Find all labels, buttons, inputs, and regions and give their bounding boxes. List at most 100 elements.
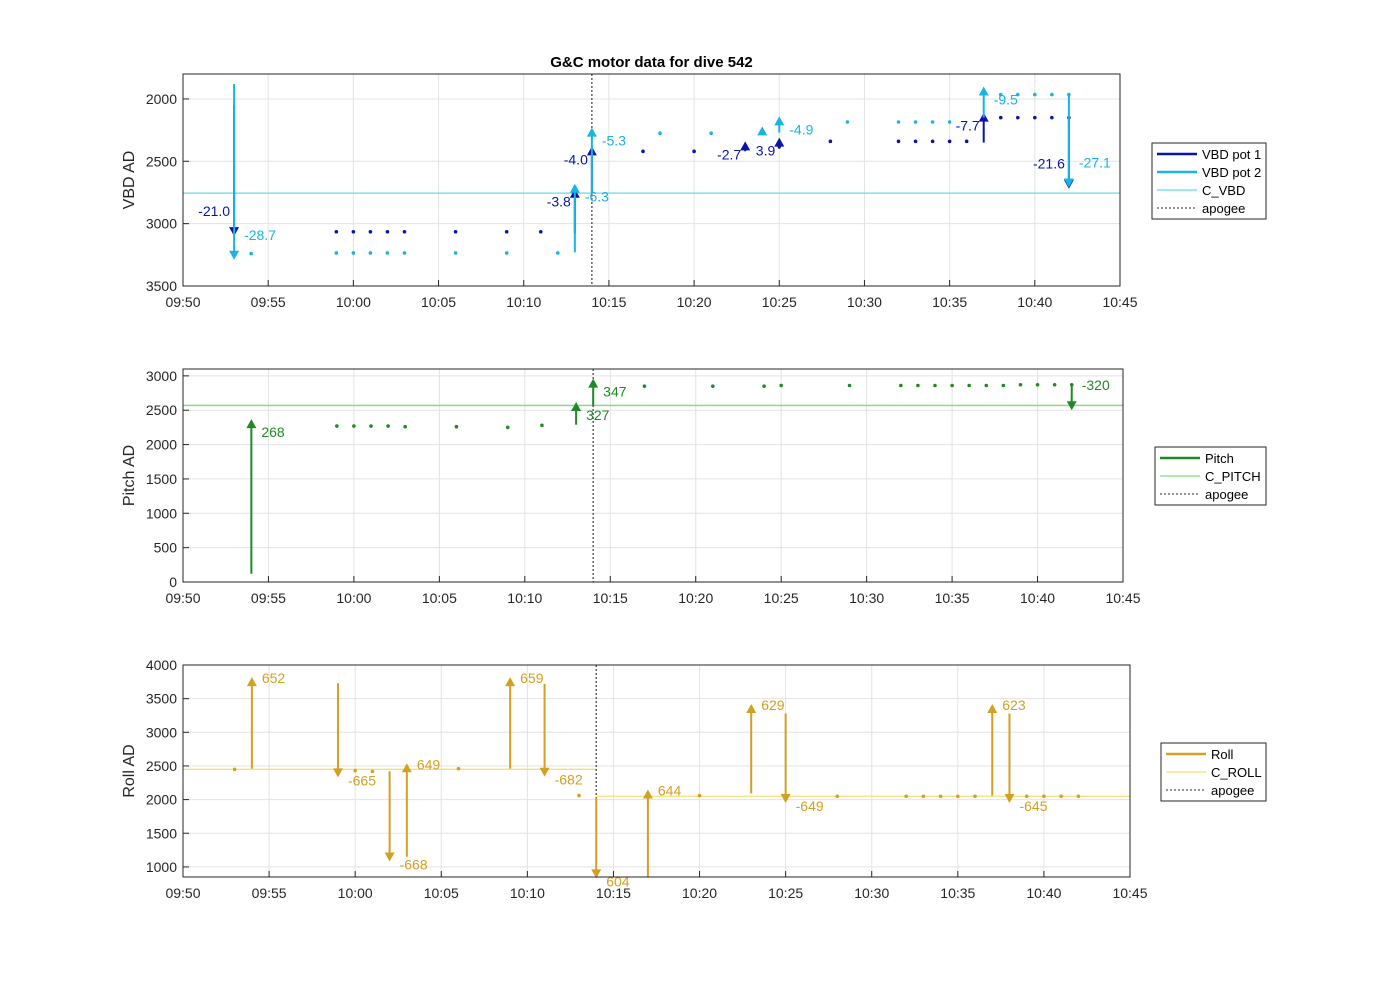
x-tick-label: 10:15 <box>593 590 628 606</box>
data-point <box>352 424 356 428</box>
data-point <box>334 251 339 255</box>
legend-label: apogee <box>1211 783 1254 798</box>
data-label: 3.9 <box>756 143 776 159</box>
x-tick-label: 10:00 <box>336 590 371 606</box>
legend-label: apogee <box>1202 201 1245 216</box>
chart-title: G&C motor data for dive 542 <box>550 54 753 71</box>
data-point <box>351 251 356 255</box>
x-tick-label: 10:05 <box>422 590 457 606</box>
data-point <box>1001 383 1006 388</box>
x-tick-label: 10:35 <box>940 885 975 901</box>
x-tick-label: 10:45 <box>1105 590 1140 606</box>
data-label: -682 <box>555 772 583 788</box>
axes-frame <box>182 368 1124 583</box>
y-tick-label: 2000 <box>146 91 177 107</box>
axes-frame <box>182 73 1121 287</box>
data-point <box>916 383 920 388</box>
data-label: -21.0 <box>198 203 230 219</box>
data-label: 649 <box>417 756 441 772</box>
x-tick-label: 10:45 <box>1102 294 1137 310</box>
data-point <box>692 149 696 154</box>
data-point <box>950 383 954 388</box>
data-point <box>335 424 339 428</box>
x-tick-label: 10:10 <box>506 294 541 310</box>
data-point <box>998 115 1003 120</box>
arrow-head <box>780 793 791 803</box>
arrow-head <box>505 677 516 687</box>
chart-panel-3: 652-665-668649659-682604644629-649623-64… <box>121 657 1267 901</box>
data-label: -320 <box>1082 377 1110 393</box>
data-label: 347 <box>603 384 627 400</box>
data-point <box>1059 794 1063 799</box>
y-tick-label: 1500 <box>146 825 177 841</box>
data-point <box>385 229 390 234</box>
y-tick-label: 2500 <box>146 758 177 774</box>
y-tick-label: 1500 <box>146 471 177 487</box>
data-point <box>913 120 918 124</box>
legend-box <box>1151 142 1267 220</box>
arrow-head <box>642 789 653 799</box>
data-point <box>402 251 407 255</box>
arrow-head <box>740 141 751 151</box>
legend-label: C_PITCH <box>1205 469 1261 484</box>
y-axis-label: Roll AD <box>121 744 138 797</box>
data-point <box>351 229 356 234</box>
data-point <box>1015 115 1020 120</box>
x-tick-label: 10:15 <box>591 294 626 310</box>
arrow-head <box>774 116 785 126</box>
data-point <box>453 229 458 234</box>
arrow-head <box>569 183 580 193</box>
data-point <box>232 767 237 772</box>
data-point <box>1024 794 1029 799</box>
y-tick-label: 2000 <box>146 792 177 808</box>
data-point <box>762 384 766 388</box>
data-point <box>709 131 713 136</box>
arrow-head <box>586 127 597 137</box>
data-point <box>947 139 952 144</box>
data-point <box>642 384 647 388</box>
x-tick-label: 10:20 <box>678 590 713 606</box>
axes-frame <box>182 664 1131 878</box>
data-point <box>779 383 783 388</box>
data-point <box>1052 383 1057 387</box>
data-point <box>845 120 850 124</box>
data-label: 268 <box>261 424 285 440</box>
data-point <box>370 769 375 774</box>
x-tick-label: 10:30 <box>849 590 884 606</box>
y-tick-label: 1000 <box>146 505 177 521</box>
data-point <box>454 424 459 429</box>
data-point <box>403 424 407 429</box>
plot-area <box>183 74 1120 286</box>
data-label: 629 <box>761 697 785 713</box>
data-point <box>984 383 989 388</box>
data-point <box>921 794 926 799</box>
data-point <box>904 794 908 799</box>
x-tick-label: 09:50 <box>165 294 200 310</box>
y-tick-label: 2500 <box>146 402 177 418</box>
y-tick-label: 0 <box>169 574 177 590</box>
x-tick-label: 10:30 <box>854 885 889 901</box>
arrow-head <box>1004 793 1015 803</box>
y-tick-label: 3500 <box>146 278 177 294</box>
data-point <box>1050 92 1054 97</box>
x-tick-label: 10:40 <box>1017 294 1052 310</box>
x-tick-label: 10:30 <box>847 294 882 310</box>
data-label: -27.1 <box>1079 154 1111 170</box>
arrow-head <box>591 869 602 879</box>
data-point <box>538 229 543 234</box>
data-point <box>577 793 581 798</box>
x-tick-label: 10:20 <box>682 885 717 901</box>
arrow-head <box>757 126 768 136</box>
legend-label: Roll <box>1211 747 1234 762</box>
y-tick-label: 3000 <box>146 724 177 740</box>
arrow-head <box>746 704 757 714</box>
data-label: -668 <box>400 857 428 873</box>
x-tick-label: 10:40 <box>1020 590 1055 606</box>
data-point <box>1015 92 1020 97</box>
data-label: -4.0 <box>564 151 588 167</box>
data-point <box>697 793 702 798</box>
data-point <box>249 251 253 256</box>
data-label: 652 <box>262 670 286 686</box>
data-point <box>456 766 461 771</box>
arrow-head <box>332 768 343 778</box>
